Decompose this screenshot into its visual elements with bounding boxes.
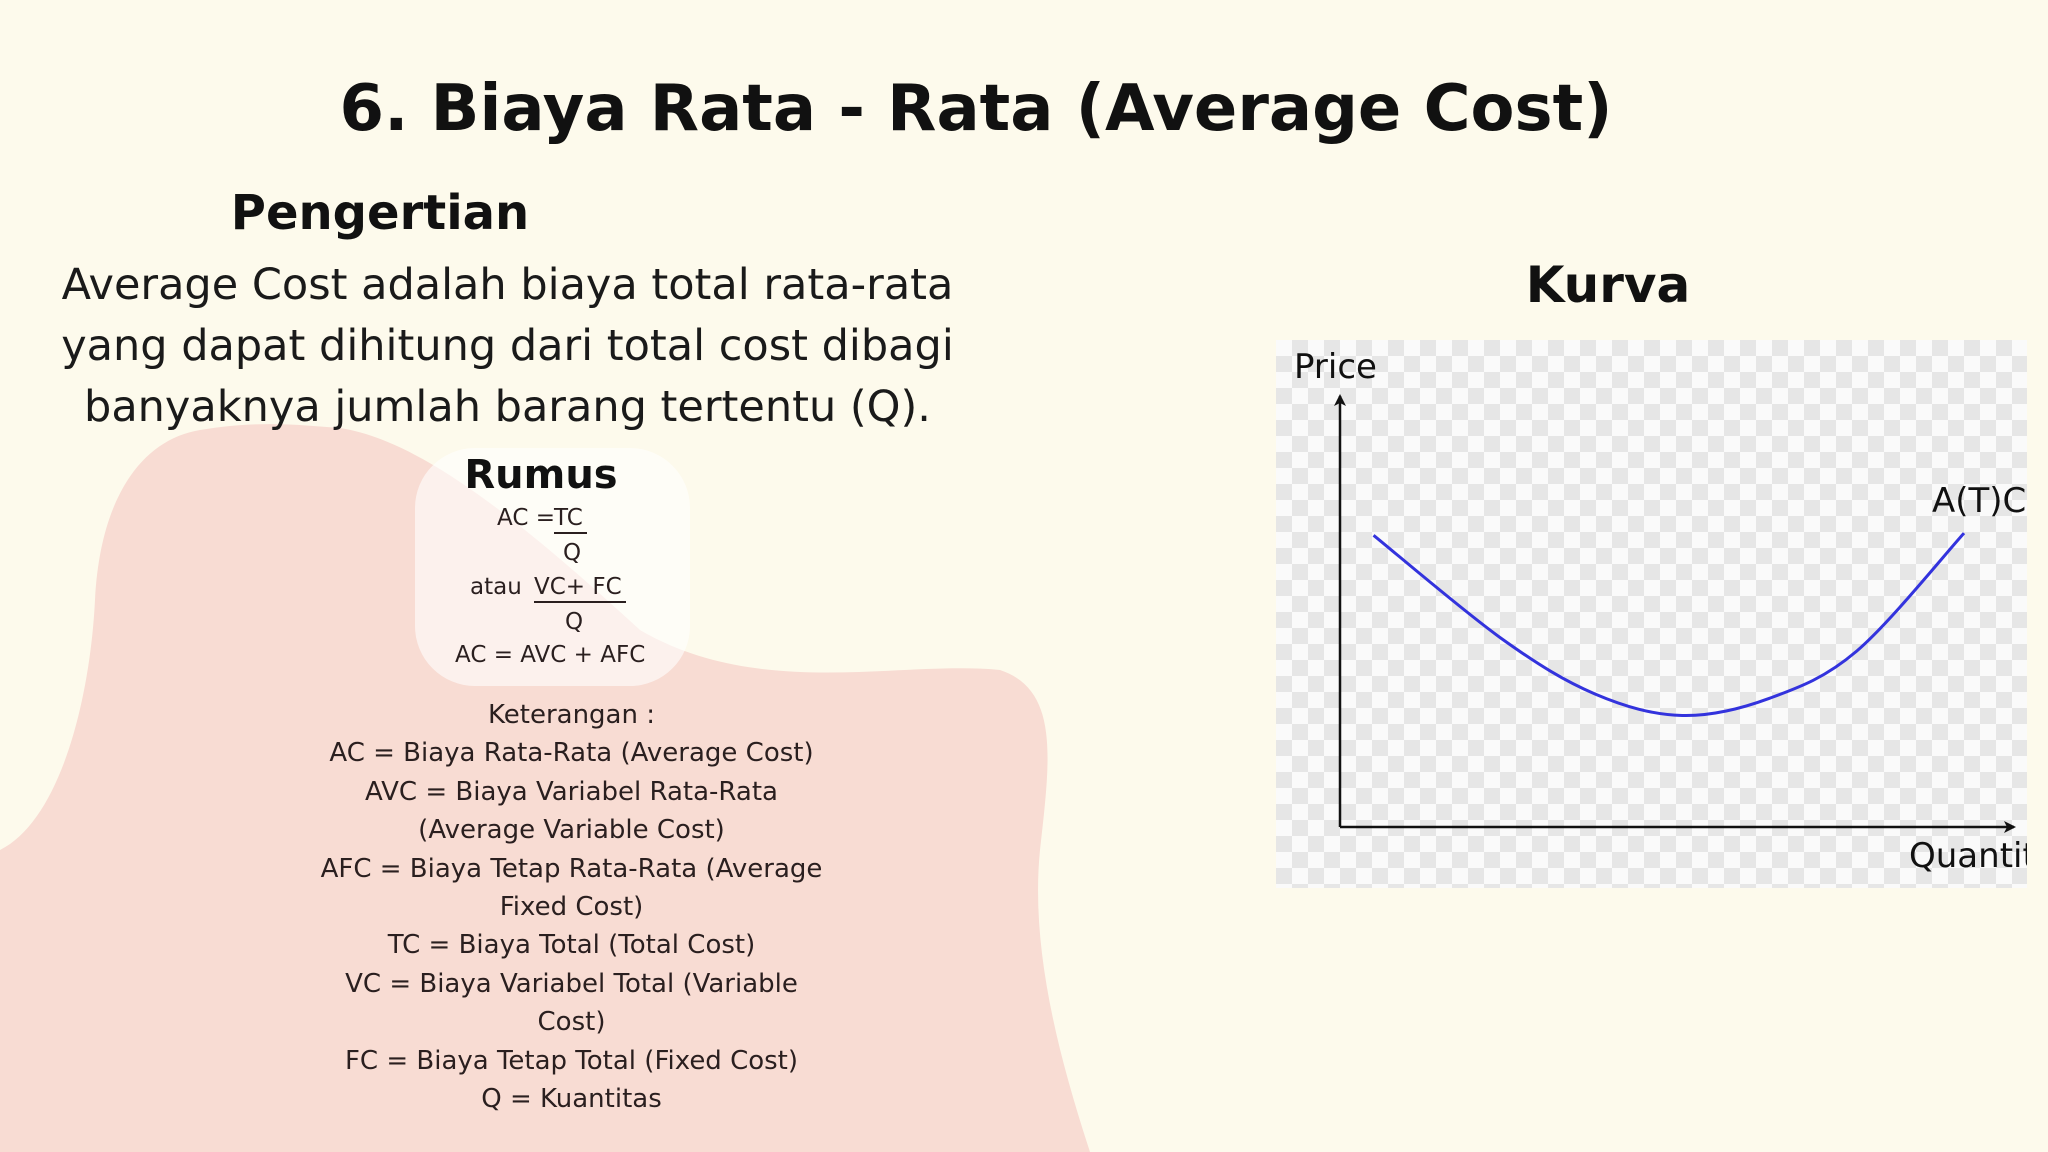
keterangan-line: Q = Kuantitas bbox=[481, 1084, 662, 1115]
keterangan-line: (Average Variable Cost) bbox=[418, 815, 725, 846]
keterangan-line: Cost) bbox=[537, 1007, 606, 1038]
formula-tc: TC bbox=[554, 505, 587, 534]
y-axis-label: Price bbox=[1294, 347, 1377, 387]
kurva-heading: Kurva bbox=[1525, 256, 1691, 314]
keterangan-line: FC = Biaya Tetap Total (Fixed Cost) bbox=[344, 1045, 799, 1076]
x-axis-label: Quantit bbox=[1909, 836, 2027, 876]
keterangan-line: AFC = Biaya Tetap Rata-Rata (Average bbox=[320, 853, 823, 884]
formula-ac-sum: AC = AVC + AFC bbox=[455, 642, 646, 668]
formula-q: Q bbox=[563, 540, 582, 566]
chart-area: Price Quantit A(T)C bbox=[1276, 340, 2027, 888]
formula-atau: atau bbox=[470, 574, 522, 600]
keterangan-line: AC = Biaya Rata-Rata (Average Cost) bbox=[329, 738, 814, 769]
keterangan-line: VC = Biaya Variabel Total (Variable bbox=[345, 968, 798, 999]
keterangan-list: Keterangan : AC = Biaya Rata-Rata (Avera… bbox=[240, 696, 903, 1118]
pengertian-line: Average Cost adalah biaya total rata-rat… bbox=[61, 260, 954, 310]
atc-curve bbox=[1372, 532, 1966, 717]
series-label: A(T)C bbox=[1932, 481, 2026, 521]
keterangan-line: Keterangan : bbox=[488, 700, 655, 730]
formula-vc-fc: VC+ FC bbox=[534, 574, 626, 603]
keterangan-line: AVC = Biaya Variabel Rata-Rata bbox=[365, 776, 778, 807]
formula-ac-eq: AC = bbox=[497, 505, 555, 531]
pengertian-text: Average Cost adalah biaya total rata-rat… bbox=[40, 255, 975, 438]
pengertian-heading: Pengertian bbox=[230, 185, 530, 241]
slide-title: 6. Biaya Rata - Rata (Average Cost) bbox=[339, 72, 1613, 146]
rumus-box bbox=[415, 448, 690, 686]
pengertian-line: banyaknya jumlah barang tertentu (Q). bbox=[84, 382, 931, 432]
rumus-heading: Rumus bbox=[464, 452, 618, 498]
atc-chart: Price Quantit A(T)C bbox=[1294, 347, 2027, 876]
pengertian-line: yang dapat dihitung dari total cost diba… bbox=[61, 321, 954, 371]
keterangan-line: TC = Biaya Total (Total Cost) bbox=[387, 930, 756, 961]
formula-q: Q bbox=[565, 609, 584, 635]
keterangan-line: Fixed Cost) bbox=[499, 892, 644, 923]
